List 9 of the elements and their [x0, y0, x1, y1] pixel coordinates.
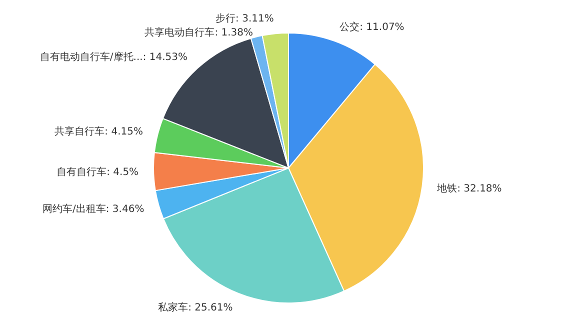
slice-label: 私家车: 25.61% [158, 301, 233, 314]
slice-label: 自有自行车: 4.5% [56, 166, 139, 178]
slice-label: 步行: 3.11% [216, 12, 274, 25]
slice-label: 共享电动自行车: 1.38% [144, 26, 254, 39]
slice-label: 自有电动自行车/摩托...: 14.53% [40, 51, 188, 64]
slice-label: 网约车/出租车: 3.46% [42, 202, 144, 215]
slice-label: 共享自行车: 4.15% [54, 126, 143, 138]
slice-label: 公交: 11.07% [340, 20, 404, 33]
slice-label: 地铁: 32.18% [436, 182, 502, 194]
